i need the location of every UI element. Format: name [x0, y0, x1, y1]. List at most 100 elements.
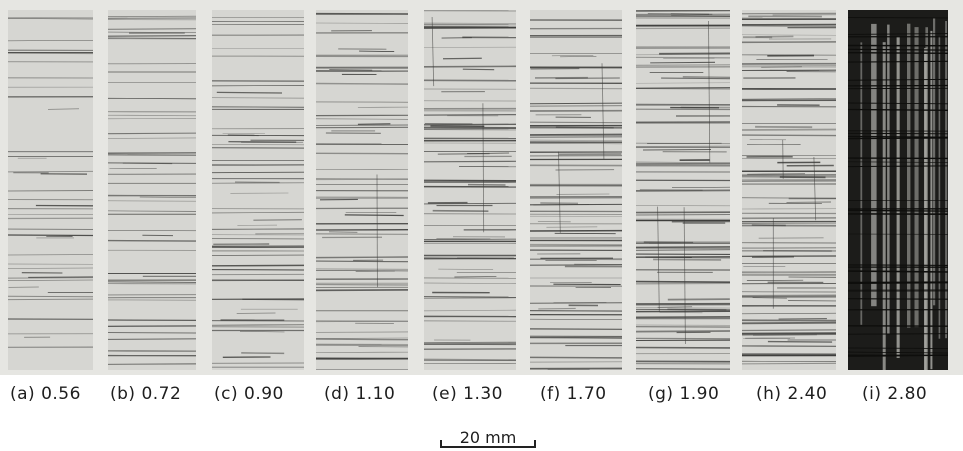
crack-line	[108, 239, 196, 242]
scale-bar-left-tick	[440, 440, 442, 448]
crack-line	[636, 56, 730, 59]
crack-line	[424, 123, 516, 126]
specimen-caption: (i) 2.80	[862, 384, 928, 404]
crack-line	[647, 13, 713, 15]
crack-line	[424, 113, 516, 116]
crack-line	[671, 186, 730, 189]
crack-line	[848, 108, 948, 111]
crack-line	[424, 257, 516, 260]
crack-line	[747, 173, 806, 175]
crack-line	[8, 298, 93, 301]
specimen-crack-pattern	[530, 10, 622, 370]
crack-line	[848, 78, 948, 81]
light-streak	[933, 18, 936, 306]
crack-line	[424, 225, 516, 227]
crack-line	[239, 331, 285, 333]
crack-line	[424, 309, 516, 312]
crack-line	[344, 214, 404, 217]
crack-line	[551, 54, 594, 57]
crack-line	[530, 337, 622, 340]
crack-line	[316, 233, 408, 236]
crack-line	[8, 254, 93, 256]
specimen-crack-pattern	[8, 10, 93, 370]
crack-line	[108, 31, 196, 33]
crack-line	[329, 69, 373, 71]
crack-line	[636, 86, 730, 89]
specimen-strip	[8, 10, 93, 370]
specimen-caption: (g) 1.90	[648, 384, 720, 404]
crack-line	[328, 231, 358, 233]
specimen-strip	[316, 10, 408, 370]
crack-line	[636, 10, 730, 12]
crack-line	[752, 334, 817, 336]
crack-line	[108, 28, 196, 30]
light-streak	[925, 27, 928, 370]
specimen-crack-pattern	[316, 10, 408, 370]
crack-line	[742, 176, 836, 178]
crack-line	[8, 286, 39, 289]
crack-line	[636, 256, 730, 259]
crack-line	[742, 99, 836, 102]
crack-line	[212, 97, 304, 99]
crack-line	[8, 52, 93, 55]
crack-line	[108, 162, 196, 164]
specimen-crack-pattern	[636, 10, 730, 370]
crack-line	[47, 108, 80, 110]
crack-line	[316, 118, 408, 120]
crack-line	[355, 270, 395, 272]
specimen-strip	[636, 10, 730, 370]
crack-line	[216, 91, 283, 94]
specimen-surface	[424, 10, 516, 370]
specimen-strip	[742, 10, 836, 370]
longitudinal-crack	[482, 103, 485, 233]
crack-line	[848, 264, 948, 266]
crack-line	[848, 270, 948, 273]
crack-line	[555, 126, 614, 129]
specimen-surface	[212, 10, 304, 370]
scale-bar-line	[440, 446, 536, 448]
crack-line	[139, 196, 196, 198]
crack-line	[212, 211, 304, 214]
crack-line	[848, 60, 948, 63]
light-streak	[914, 27, 919, 328]
crack-line	[530, 258, 622, 260]
crack-line	[212, 164, 304, 166]
crack-line	[108, 37, 196, 39]
crack-line	[639, 189, 703, 191]
crack-line	[316, 256, 408, 259]
crack-line	[424, 358, 516, 361]
crack-line	[432, 209, 489, 212]
light-streak	[938, 36, 941, 339]
crack-line	[648, 242, 681, 244]
crack-line	[657, 306, 693, 308]
crack-line	[467, 152, 510, 154]
crack-line	[636, 103, 730, 106]
crack-line	[530, 143, 622, 145]
crack-line	[848, 351, 948, 354]
crack-line	[424, 22, 516, 24]
crack-line	[848, 354, 948, 357]
crack-line	[424, 238, 516, 241]
specimen-surface	[530, 10, 622, 370]
specimen-caption: (b) 0.72	[110, 384, 182, 404]
specimen-caption: (d) 1.10	[324, 384, 396, 404]
crack-line	[28, 276, 93, 278]
crack-line	[424, 65, 516, 68]
crack-line	[442, 57, 482, 60]
light-streak	[907, 23, 911, 328]
crack-line	[636, 145, 730, 148]
crack-line	[848, 347, 948, 349]
crack-line	[742, 333, 836, 336]
crack-line	[848, 135, 948, 138]
crack-line	[8, 234, 93, 237]
crack-line	[424, 277, 516, 280]
longitudinal-crack	[683, 207, 686, 345]
specimen-caption: (f) 1.70	[540, 384, 607, 404]
crack-line	[560, 55, 597, 58]
crack-line	[530, 318, 622, 321]
longitudinal-crack	[708, 20, 711, 163]
crack-line	[848, 137, 948, 140]
scale-bar: 20 mm	[440, 428, 536, 450]
crack-line	[424, 296, 516, 298]
